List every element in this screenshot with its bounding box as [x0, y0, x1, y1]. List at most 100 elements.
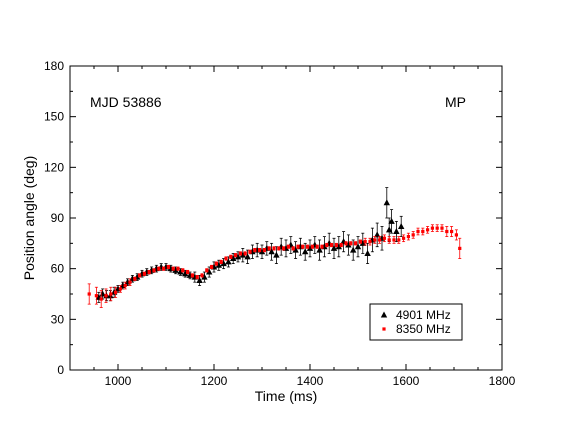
x-tick-label: 1200 [201, 374, 228, 388]
data-point [359, 239, 366, 246]
legend-box [369, 303, 463, 341]
series-8350-mhz [87, 224, 462, 308]
data-point [162, 267, 166, 271]
data-point [315, 245, 319, 249]
data-point [171, 267, 175, 271]
data-point [383, 199, 390, 206]
data-point [205, 268, 209, 272]
data-point [397, 238, 401, 242]
data-point [243, 251, 247, 256]
data-point [234, 253, 238, 257]
data-point [458, 246, 462, 250]
data-point [133, 277, 137, 281]
data-point [248, 250, 252, 254]
data-point [128, 280, 132, 284]
data-point [230, 255, 237, 262]
data-point [335, 243, 342, 250]
data-point [292, 246, 299, 253]
data-point [186, 270, 190, 274]
data-point [229, 255, 233, 259]
data-point [262, 248, 266, 252]
data-point [282, 246, 286, 250]
data-point [224, 256, 228, 261]
data-point [402, 236, 406, 240]
data-point [382, 236, 386, 240]
data-point [310, 245, 314, 249]
y-axis-title: Position angle (deg) [21, 156, 37, 281]
annotation-mjd: MJD 53886 [90, 94, 162, 110]
x-tick-label: 1400 [297, 374, 324, 388]
y-tick-label: 30 [51, 312, 65, 326]
data-point [435, 226, 439, 230]
y-tick-label: 90 [51, 211, 65, 225]
data-point [200, 273, 204, 278]
data-point [445, 229, 449, 234]
data-point [302, 248, 309, 255]
y-tick-label: 180 [44, 59, 64, 73]
y-tick-label: 150 [44, 110, 64, 124]
data-point [258, 248, 266, 255]
data-point [94, 294, 98, 298]
data-point [138, 273, 142, 278]
data-point [306, 245, 310, 249]
data-point [364, 249, 371, 256]
x-tick-label: 1800 [489, 374, 516, 388]
data-point [196, 276, 203, 283]
data-point [190, 273, 194, 278]
data-point [109, 292, 113, 296]
data-point [215, 261, 222, 268]
data-point [268, 248, 275, 255]
data-point [166, 265, 170, 269]
data-point [214, 262, 218, 266]
data-point [172, 266, 179, 273]
data-point [416, 229, 420, 234]
plot-frame [69, 65, 503, 371]
data-point [114, 290, 118, 294]
data-point [387, 238, 391, 242]
legend: 4901 MHz 8350 MHz [369, 303, 463, 341]
data-point [421, 229, 425, 234]
data-point [320, 245, 324, 249]
data-point [368, 240, 372, 244]
data-point [301, 245, 305, 249]
legend-marker-8350 [382, 327, 386, 331]
data-point [273, 251, 280, 258]
data-point [267, 246, 271, 250]
data-point [430, 226, 434, 230]
data-point [440, 226, 444, 230]
data-point [411, 233, 415, 237]
data-point [99, 297, 103, 301]
legend-symbol [382, 327, 386, 331]
data-point [177, 268, 184, 275]
y-tick-label: 60 [51, 262, 65, 276]
data-point [349, 241, 353, 245]
data-point [388, 217, 395, 224]
data-point [363, 240, 367, 244]
data-point [201, 273, 208, 280]
data-point [104, 294, 108, 298]
y-tick-label: 120 [44, 160, 64, 174]
data-point [118, 287, 122, 291]
data-point [234, 253, 242, 260]
legend-marker-4901 [380, 311, 388, 318]
data-point [454, 233, 458, 237]
data-point [142, 272, 146, 276]
data-point [406, 234, 410, 239]
x-axis-title: Time (ms) [255, 388, 317, 404]
y-tick-label: 0 [57, 363, 64, 377]
data-point [374, 231, 381, 238]
data-point [291, 246, 295, 250]
data-point [398, 222, 405, 229]
data-point [152, 268, 156, 272]
data-point [392, 238, 396, 242]
data-point [195, 275, 199, 279]
data-point [350, 246, 357, 253]
data-point [345, 241, 352, 248]
x-tick-label: 1600 [393, 374, 420, 388]
data-point [272, 246, 276, 250]
data-point [87, 292, 91, 296]
data-point [147, 270, 151, 274]
data-point [358, 240, 362, 244]
data-point [219, 260, 223, 264]
